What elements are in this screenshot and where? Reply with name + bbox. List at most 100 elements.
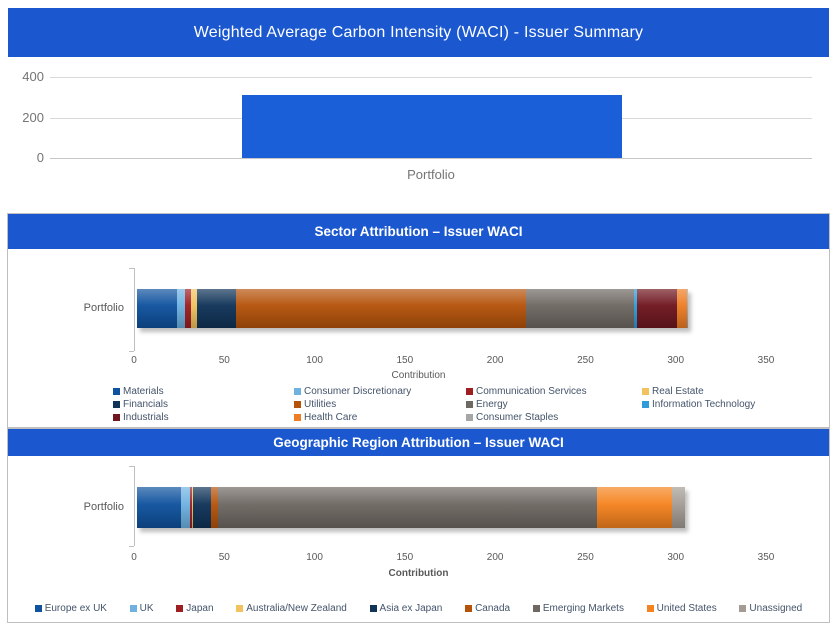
bar-segment-emerging-markets — [217, 487, 597, 528]
legend-marker — [294, 414, 301, 421]
legend-item-unassigned: Unassigned — [739, 603, 802, 614]
legend-marker — [34, 605, 42, 612]
bar-segment-information-technology — [634, 289, 638, 328]
x-axis-tick-label: 50 — [218, 552, 230, 563]
bar-segment-canada — [210, 487, 218, 528]
legend-item-japan: Japan — [176, 603, 214, 614]
legend-marker — [113, 414, 120, 421]
legend-marker — [465, 605, 473, 612]
category-label-portfolio: Portfolio — [83, 500, 124, 513]
bar-segment-real-estate — [190, 289, 197, 328]
bar-segment-utilities — [235, 289, 527, 328]
x-axis-tick-label: 100 — [306, 552, 323, 563]
legend-label: Australia/New Zealand — [246, 603, 347, 614]
y-axis-tick-label: 400 — [22, 69, 44, 85]
x-axis-tick-label: 200 — [486, 355, 504, 366]
category-axis-tick — [129, 268, 134, 269]
legend-item-financials: Financials — [113, 399, 294, 410]
bar-segment-energy — [526, 289, 635, 328]
gridline-400 — [50, 77, 812, 79]
geographic-section-header: Geographic Region Attribution – Issuer W… — [8, 429, 829, 456]
bar-segment-europe-ex-uk — [137, 487, 182, 528]
legend-marker — [739, 605, 747, 612]
legend-item-energy: Energy — [466, 399, 642, 410]
report-title-banner: Weighted Average Carbon Intensity (WACI)… — [8, 8, 829, 57]
legend-item-communication-services: Communication Services — [466, 386, 642, 397]
legend-label: United States — [656, 603, 717, 614]
bar-segment-unassigned — [671, 487, 685, 528]
waci-summary-chart: 400 200 0 Portfolio — [8, 62, 829, 188]
bar-segment-materials — [137, 289, 178, 328]
bar-segment-consumer-staples — [687, 289, 689, 328]
legend-item-consumer-staples: Consumer Staples — [466, 412, 642, 423]
legend-label: Consumer Discretionary — [304, 386, 412, 397]
legend-marker — [466, 401, 473, 408]
legend-item-industrials: Industrials — [113, 412, 294, 423]
legend-marker — [466, 414, 473, 421]
x-axis-tick-label: 0 — [131, 552, 137, 563]
legend-label: Materials — [123, 386, 164, 397]
bar-segment-communication-services — [185, 289, 191, 328]
legend-label: Unassigned — [749, 603, 803, 614]
sector-legend: Materials Consumer Discretionary Communica… — [8, 386, 829, 423]
legend-marker — [294, 388, 301, 395]
legend-marker — [294, 401, 301, 408]
legend-marker — [176, 605, 184, 612]
legend-item-uk: UK — [129, 603, 154, 614]
category-label-portfolio: Portfolio — [407, 167, 455, 182]
report-title: Weighted Average Carbon Intensity (WACI)… — [193, 23, 644, 41]
bar-segment-industrials — [637, 289, 678, 328]
geographic-legend: Europe ex UK UK Japan Australia/New Zealand… — [8, 603, 829, 614]
y-axis-tick-label: 0 — [36, 150, 44, 165]
legend-marker — [236, 605, 244, 612]
x-axis-tick-label: 150 — [396, 355, 414, 366]
category-axis-tick — [129, 546, 134, 547]
legend-label: Utilities — [304, 399, 337, 410]
x-axis-tick-label: 0 — [131, 355, 137, 366]
sector-chart-plot: Portfolio 0 50 100 150 200 250 300 350 Contributi… — [8, 249, 829, 386]
bar-segment-australia-new-zealand — [191, 487, 193, 528]
category-label-portfolio: Portfolio — [83, 301, 124, 314]
legend-label: Emerging Markets — [542, 603, 624, 614]
legend-label: Energy — [476, 399, 508, 410]
legend-label: UK — [139, 603, 154, 614]
x-axis-tick-label: 350 — [757, 552, 775, 563]
legend-marker — [113, 388, 120, 395]
x-axis-title: Contribution — [388, 568, 449, 579]
legend-label: Canada — [475, 603, 511, 614]
bar-segment-financials — [196, 289, 236, 328]
bar-segment-consumer-discretionary — [177, 289, 186, 328]
legend-item-asia-ex-japan: Asia ex Japan — [369, 603, 442, 614]
legend-item-health-care: Health Care — [294, 412, 466, 423]
legend-label: Japan — [186, 603, 214, 614]
portfolio-waci-bar — [242, 95, 622, 158]
legend-marker — [369, 605, 377, 612]
category-axis-line — [134, 268, 135, 351]
legend-marker — [466, 388, 473, 395]
x-axis-tick-label: 250 — [577, 355, 594, 366]
legend-label: Communication Services — [476, 386, 587, 397]
bar-segment-uk — [181, 487, 190, 528]
legend-label: Financials — [123, 399, 169, 410]
legend-marker — [113, 401, 120, 408]
legend-label: Health Care — [304, 412, 358, 423]
legend-item-real-estate: Real Estate — [642, 386, 829, 397]
stacked-bar-portfolio — [137, 487, 685, 528]
legend-item-materials: Materials — [113, 386, 294, 397]
x-axis-title: Contribution — [391, 370, 446, 381]
legend-item-united-states: United States — [646, 603, 717, 614]
x-axis-tick-label: 250 — [577, 552, 594, 563]
geographic-chart-plot: Portfolio 0 50 100 150 200 250 300 350 Contributi… — [8, 456, 829, 596]
bar-segment-united-states — [596, 487, 672, 528]
legend-item-australia-new-zealand: Australia/New Zealand — [236, 603, 347, 614]
category-axis-tick — [129, 466, 134, 467]
x-axis-tick-label: 100 — [306, 355, 323, 366]
bar-segment-asia-ex-japan — [192, 487, 211, 528]
legend-label: Information Technology — [652, 399, 756, 410]
legend-marker — [129, 605, 137, 612]
x-axis-tick-label: 300 — [667, 355, 685, 366]
x-axis-tick-label: 150 — [396, 552, 414, 563]
category-axis-line — [134, 466, 135, 546]
x-axis-tick-label: 50 — [218, 355, 230, 366]
